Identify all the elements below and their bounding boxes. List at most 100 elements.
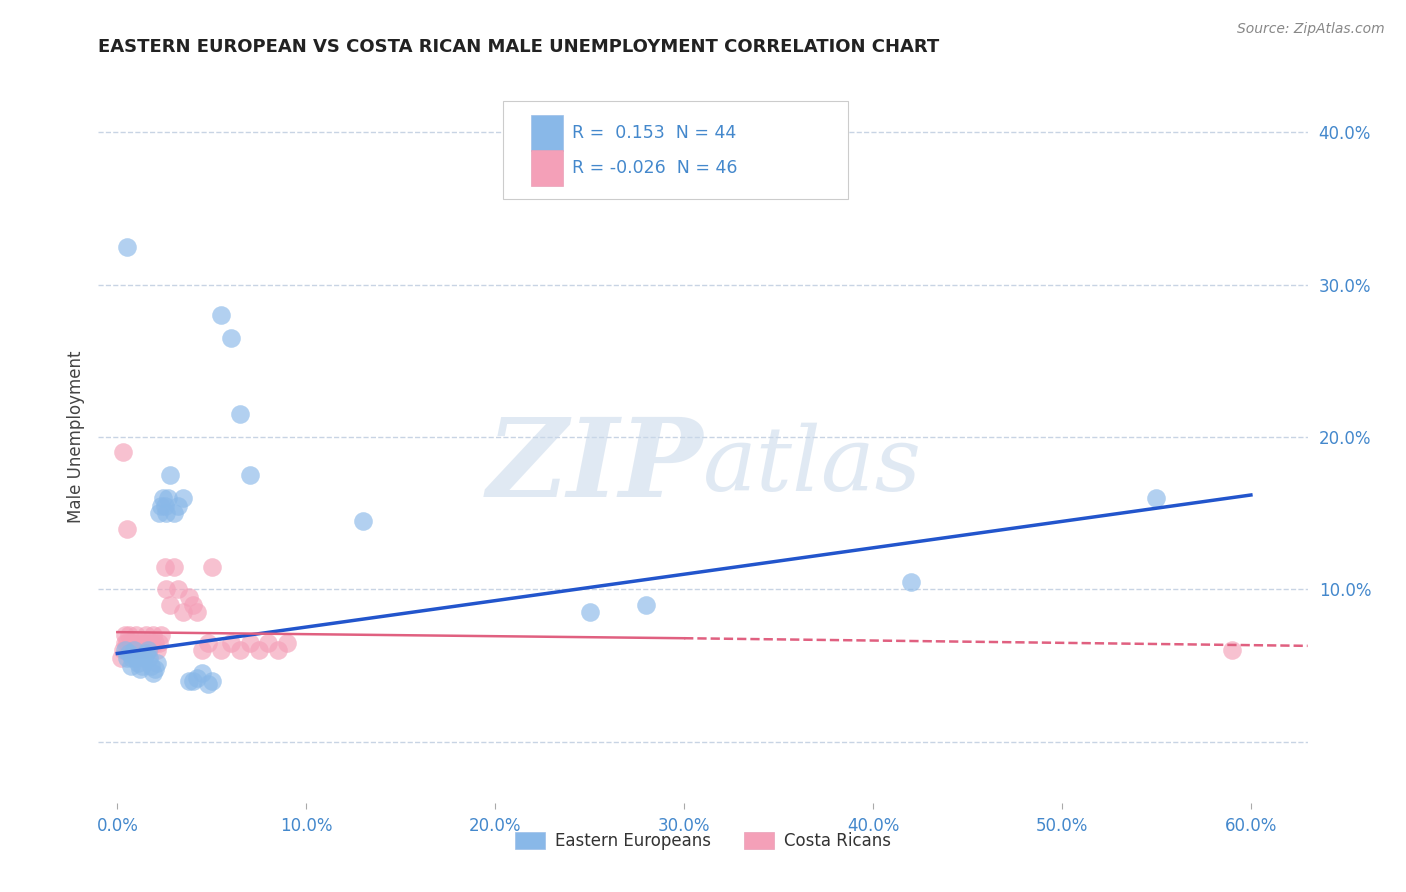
Point <box>120 636 142 650</box>
Point <box>219 331 242 345</box>
Point <box>1146 491 1168 505</box>
Point <box>163 506 186 520</box>
Point <box>155 582 177 597</box>
Point <box>1220 643 1243 657</box>
Point <box>141 658 163 673</box>
Point <box>114 643 136 657</box>
Point <box>157 491 180 505</box>
Point <box>138 643 160 657</box>
Point <box>181 598 204 612</box>
Point <box>209 308 232 322</box>
Text: ZIP: ZIP <box>486 413 703 520</box>
Point <box>229 407 252 421</box>
Point <box>153 559 176 574</box>
Point <box>172 605 194 619</box>
Point <box>125 628 148 642</box>
Point <box>143 636 166 650</box>
Point <box>115 239 138 253</box>
Legend: Eastern Europeans, Costa Ricans: Eastern Europeans, Costa Ricans <box>508 825 898 856</box>
Point <box>114 628 136 642</box>
Point <box>115 651 138 665</box>
Point <box>124 636 146 650</box>
Point <box>636 598 658 612</box>
Point <box>239 636 262 650</box>
Point <box>138 651 160 665</box>
Point <box>186 605 208 619</box>
Point <box>121 651 143 665</box>
Point <box>141 636 163 650</box>
Point <box>219 636 242 650</box>
Point <box>110 651 132 665</box>
Point <box>172 491 194 505</box>
Point <box>166 499 188 513</box>
Point <box>127 656 149 670</box>
Point <box>121 643 143 657</box>
Point <box>129 636 152 650</box>
Point <box>247 643 270 657</box>
FancyBboxPatch shape <box>503 101 848 200</box>
Point <box>132 651 155 665</box>
Point <box>142 628 165 642</box>
Point <box>114 636 136 650</box>
Text: atlas: atlas <box>703 423 922 509</box>
Point <box>125 651 148 665</box>
Point <box>155 506 177 520</box>
Text: R = -0.026  N = 46: R = -0.026 N = 46 <box>572 160 738 178</box>
Point <box>179 590 201 604</box>
Point <box>152 491 174 505</box>
FancyBboxPatch shape <box>531 115 562 151</box>
Point <box>179 673 201 688</box>
Point <box>229 643 252 657</box>
Point <box>129 662 152 676</box>
Point <box>135 647 157 661</box>
Point <box>197 677 219 691</box>
Point <box>148 506 170 520</box>
Text: R =  0.153  N = 44: R = 0.153 N = 44 <box>572 124 737 142</box>
Point <box>118 628 141 642</box>
Point <box>120 658 142 673</box>
Point <box>578 605 600 619</box>
Point <box>148 636 170 650</box>
Point <box>257 636 280 650</box>
Point <box>131 658 153 673</box>
Point <box>142 666 165 681</box>
Point <box>127 643 149 657</box>
Point <box>136 636 159 650</box>
Point <box>146 643 169 657</box>
Point <box>352 514 374 528</box>
Point <box>146 656 169 670</box>
Point <box>276 636 298 650</box>
Point <box>111 445 134 459</box>
Point <box>132 636 155 650</box>
Point <box>115 636 138 650</box>
Point <box>209 643 232 657</box>
Point <box>181 673 204 688</box>
Point <box>267 643 290 657</box>
Point <box>163 559 186 574</box>
Point <box>118 647 141 661</box>
Point <box>239 468 262 483</box>
Point <box>136 643 159 657</box>
Text: EASTERN EUROPEAN VS COSTA RICAN MALE UNEMPLOYMENT CORRELATION CHART: EASTERN EUROPEAN VS COSTA RICAN MALE UNE… <box>98 38 939 56</box>
Text: Source: ZipAtlas.com: Source: ZipAtlas.com <box>1237 22 1385 37</box>
Point <box>135 628 157 642</box>
Point <box>197 636 219 650</box>
Point <box>149 628 172 642</box>
Y-axis label: Male Unemployment: Male Unemployment <box>66 351 84 524</box>
Point <box>115 521 138 535</box>
Point <box>186 671 208 685</box>
Point <box>111 643 134 657</box>
Point <box>191 643 214 657</box>
Point <box>159 598 181 612</box>
Point <box>900 574 922 589</box>
Point <box>124 643 146 657</box>
Point <box>159 468 181 483</box>
Point <box>153 499 176 513</box>
Point <box>149 499 172 513</box>
Point <box>166 582 188 597</box>
Point <box>191 666 214 681</box>
Point <box>143 662 166 676</box>
Point <box>131 643 153 657</box>
Point <box>201 559 224 574</box>
Point <box>201 673 224 688</box>
